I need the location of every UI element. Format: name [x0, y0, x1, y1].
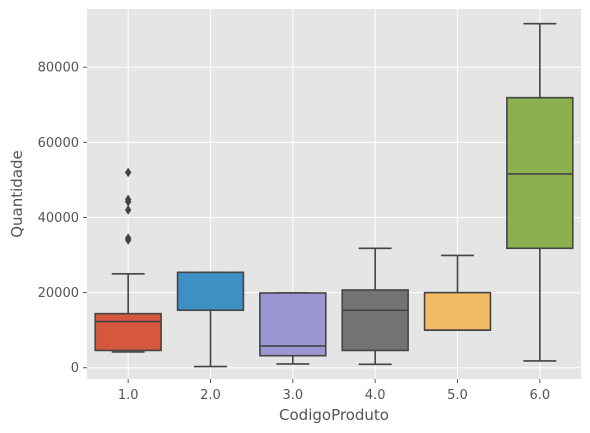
y-tick-label: 60000 [38, 136, 79, 151]
box-group-2.0 [176, 271, 245, 368]
box-iqr [506, 96, 574, 250]
boxes [94, 22, 574, 368]
y-tick-label: 0 [71, 361, 79, 376]
outlier-point [124, 167, 132, 178]
outlier-point [124, 235, 132, 245]
outlier-point [124, 196, 132, 207]
x-tick-label: 6.0 [529, 388, 550, 403]
box-group-6.0 [506, 22, 574, 362]
y-axis-ticks: 0 20000 40000 60000 80000 [38, 61, 87, 376]
y-tick-label: 40000 [38, 211, 79, 226]
x-tick-label: 4.0 [365, 388, 386, 403]
x-tick-label: 5.0 [447, 388, 468, 403]
outlier-point [124, 205, 132, 215]
box-iqr [176, 271, 245, 312]
box-iqr [341, 289, 409, 352]
box-group-3.0 [259, 292, 327, 365]
box-iqr [423, 291, 492, 331]
x-tick-label: 2.0 [200, 388, 221, 403]
x-axis-ticks: 1.0 2.0 3.0 4.0 5.0 6.0 [118, 379, 550, 403]
y-axis-label: Quantidade [8, 150, 26, 238]
x-axis-label: CodigoProduto [279, 406, 389, 424]
y-tick-label: 20000 [38, 286, 79, 301]
box-group-5.0 [423, 254, 492, 331]
box-iqr [94, 312, 162, 352]
box-group-1.0 [94, 167, 162, 353]
y-tick-label: 80000 [38, 61, 79, 76]
plot-area [87, 9, 581, 379]
box-group-4.0 [341, 247, 409, 366]
x-tick-label: 3.0 [282, 388, 303, 403]
x-tick-label: 1.0 [118, 388, 139, 403]
